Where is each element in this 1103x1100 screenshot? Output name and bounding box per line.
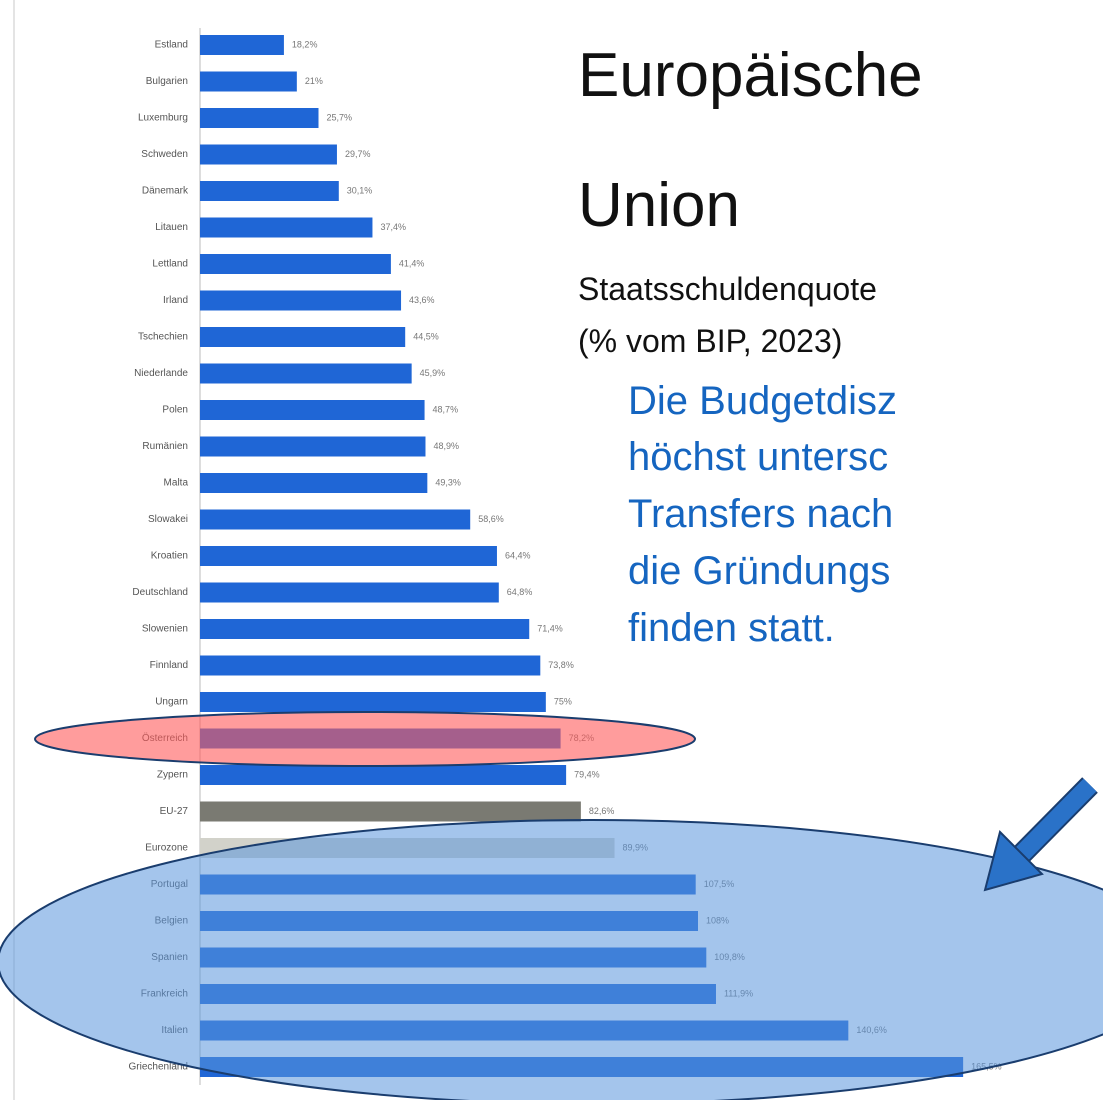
value-label: 30,1% [347, 185, 373, 195]
category-label: Ungarn [155, 697, 188, 708]
value-label: 75% [554, 696, 572, 706]
value-label: 45,9% [420, 368, 446, 378]
arrow [983, 777, 1098, 892]
category-label: Niederlande [134, 368, 188, 379]
bar [200, 546, 497, 566]
category-label: Bulgarien [146, 76, 188, 87]
value-label: 18,2% [292, 39, 318, 49]
value-label: 29,7% [345, 149, 371, 159]
value-label: 64,8% [507, 587, 533, 597]
highlight-austria [34, 711, 696, 767]
subtitle-line: Staatsschuldenquote [578, 271, 877, 307]
value-label: 49,3% [435, 477, 461, 487]
category-label: EU-27 [160, 806, 189, 817]
bar [200, 327, 406, 347]
annotation-line: finden statt. [628, 606, 835, 650]
annotation-line: die Gründungs [628, 549, 890, 593]
bar [200, 436, 426, 457]
bar [200, 473, 428, 493]
bar [200, 290, 402, 311]
category-label: Zypern [157, 770, 188, 781]
bar [200, 655, 541, 676]
category-label: Deutschland [132, 587, 188, 598]
value-label: 64,4% [505, 550, 531, 560]
title-line: Europäische [578, 41, 923, 110]
category-label: Malta [164, 478, 189, 489]
value-label: 73,8% [548, 660, 574, 670]
bar [200, 582, 499, 603]
category-label: Lettland [152, 259, 188, 270]
title-line: Union [578, 171, 740, 240]
value-label: 43,6% [409, 295, 435, 305]
bar [200, 619, 530, 639]
category-label: Kroatien [151, 551, 188, 562]
bar [200, 71, 297, 92]
category-label: Irland [163, 295, 188, 306]
annotation-line: Die Budgetdisz [628, 379, 897, 423]
value-label: 48,9% [433, 441, 459, 451]
value-label: 82,6% [589, 806, 615, 816]
bar [200, 509, 471, 530]
bar [200, 692, 546, 712]
annotation-line: höchst untersc [628, 435, 888, 479]
value-label: 58,6% [478, 514, 504, 524]
value-label: 48,7% [433, 404, 459, 414]
bar [200, 35, 284, 55]
bar [200, 765, 567, 785]
bar [200, 801, 581, 822]
value-label: 44,5% [413, 331, 439, 341]
category-label: Slowakei [148, 514, 188, 525]
arrow-head [983, 830, 1044, 892]
category-label: Rumänien [142, 441, 188, 452]
highlight-group [0, 819, 1103, 1100]
bar [200, 181, 339, 201]
value-label: 25,7% [327, 112, 353, 122]
bar [200, 144, 337, 165]
category-label: Tschechien [138, 332, 188, 343]
category-label: Polen [162, 405, 188, 416]
bar [200, 254, 391, 274]
value-label: 37,4% [380, 222, 406, 232]
bar [200, 363, 412, 384]
value-label: 21% [305, 76, 323, 86]
category-label: Griechenland [129, 1062, 188, 1073]
category-label: Luxemburg [138, 113, 188, 124]
bar [200, 400, 425, 420]
category-label: Finnland [150, 660, 188, 671]
category-label: Eurozone [145, 843, 188, 854]
category-label: Litauen [155, 222, 188, 233]
value-label: 79,4% [574, 769, 600, 779]
category-label: Dänemark [142, 186, 189, 197]
annotation-line: Transfers nach [628, 492, 893, 536]
category-label: Slowenien [142, 624, 188, 635]
bar [200, 217, 373, 238]
category-label: Schweden [141, 149, 188, 160]
bar [200, 108, 319, 128]
value-label: 71,4% [537, 623, 563, 633]
value-label: 41,4% [399, 258, 425, 268]
category-label: Estland [155, 40, 188, 51]
subtitle-line: (% vom BIP, 2023) [578, 323, 842, 359]
